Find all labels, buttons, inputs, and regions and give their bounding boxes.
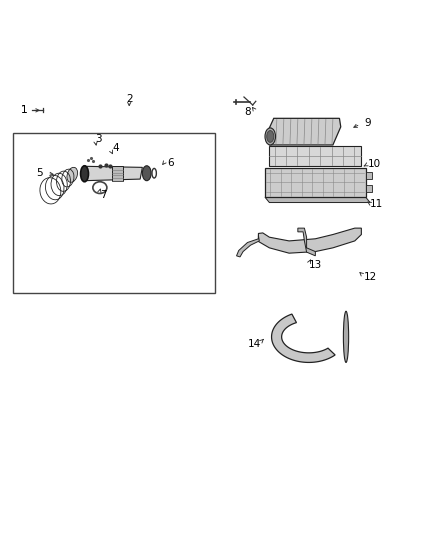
Text: 2: 2 xyxy=(126,94,133,103)
Polygon shape xyxy=(269,118,341,145)
Text: 10: 10 xyxy=(368,159,381,168)
Text: 11: 11 xyxy=(370,199,383,208)
Bar xyxy=(366,185,372,192)
Ellipse shape xyxy=(267,131,274,142)
Text: 3: 3 xyxy=(95,134,102,143)
Bar xyxy=(265,168,366,197)
Text: 4: 4 xyxy=(113,143,120,153)
Ellipse shape xyxy=(142,166,151,181)
Bar xyxy=(269,146,361,166)
Ellipse shape xyxy=(81,166,88,182)
Ellipse shape xyxy=(265,128,276,145)
Text: 6: 6 xyxy=(167,158,174,167)
Ellipse shape xyxy=(67,167,78,182)
Polygon shape xyxy=(272,314,335,362)
Text: 9: 9 xyxy=(364,118,371,127)
Text: 5: 5 xyxy=(36,168,43,178)
Text: 12: 12 xyxy=(364,272,377,282)
Text: 8: 8 xyxy=(244,107,251,117)
Polygon shape xyxy=(258,228,361,253)
Text: 1: 1 xyxy=(21,106,28,115)
Bar xyxy=(13,133,215,293)
Ellipse shape xyxy=(343,311,349,362)
Polygon shape xyxy=(298,228,315,256)
Text: 14: 14 xyxy=(247,339,261,349)
Polygon shape xyxy=(237,236,259,257)
Polygon shape xyxy=(85,166,142,181)
Bar xyxy=(366,172,372,179)
Bar xyxy=(112,166,123,181)
Polygon shape xyxy=(265,197,370,203)
Text: 13: 13 xyxy=(309,260,322,270)
Text: 1: 1 xyxy=(21,106,28,115)
Text: 7: 7 xyxy=(99,190,106,200)
